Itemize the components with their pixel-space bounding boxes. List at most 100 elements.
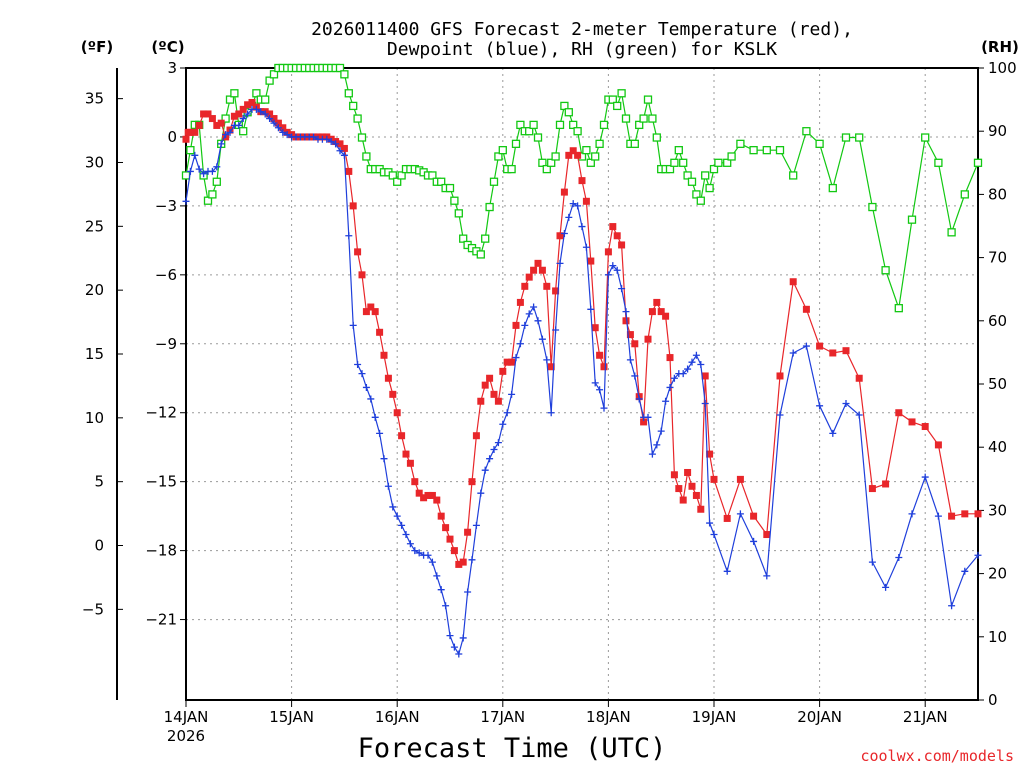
dewpoint-point (534, 317, 542, 325)
temperature-point (789, 278, 797, 286)
temperature-point (934, 441, 942, 449)
dewpoint-point (494, 439, 502, 447)
dewpoint-point (195, 165, 203, 173)
dewpoint-point (556, 259, 564, 267)
rh-point (353, 114, 362, 123)
rh-point (335, 63, 345, 73)
temperature-point (921, 423, 929, 431)
dewpoint-point (670, 374, 678, 382)
celsius-tick-label: −3 (155, 197, 177, 215)
plot-frame (185, 67, 979, 701)
dewpoint-point (508, 390, 516, 398)
dewpoint-point (855, 411, 863, 419)
temperature-point (182, 135, 190, 143)
temperature-point (490, 390, 498, 398)
dewpoint-point (512, 354, 520, 362)
temperature-point (468, 478, 476, 486)
rh-tick-label: 0 (988, 691, 998, 709)
rh-point (665, 164, 675, 174)
temperature-point (701, 372, 709, 380)
rh-point (881, 266, 890, 275)
rh-point (674, 146, 683, 155)
dewpoint-point (547, 409, 555, 417)
rh-point (714, 158, 723, 167)
rh-tick-label: 80 (988, 185, 1007, 203)
rh-point (525, 127, 534, 136)
dewpoint-point (948, 602, 956, 610)
dewpoint-point (587, 305, 595, 313)
rh-point (802, 127, 811, 136)
temperature-point (389, 390, 397, 398)
dewpoint-point (736, 510, 744, 518)
dewpoint-point (433, 572, 441, 580)
rh-point (221, 114, 230, 123)
rh-point (683, 171, 692, 180)
dewpoint-series (182, 105, 982, 658)
dewpoint-point (428, 558, 436, 566)
dewpoint-point (481, 466, 489, 474)
celsius-tick-label: 3 (167, 59, 177, 77)
dewpoint-point (974, 551, 982, 559)
dewpoint-point (552, 326, 560, 334)
rh-point (621, 114, 631, 123)
temperature-point (961, 510, 969, 518)
dewpoint-point (653, 441, 661, 449)
dewpoint-point (415, 549, 423, 557)
fahrenheit-tick-label: 0 (94, 537, 104, 555)
rh-point (894, 304, 903, 313)
temperature-point (684, 468, 692, 476)
rh-point (547, 158, 556, 167)
dewpoint-point (327, 138, 335, 146)
dewpoint-point (574, 202, 582, 210)
rh-point (454, 209, 463, 218)
dewpoint-point (701, 400, 709, 408)
temperature-point (692, 491, 700, 499)
rh-point (208, 190, 217, 199)
x-axis-title: Forecast Time (UTC) (358, 733, 667, 764)
dewpoint-point (468, 556, 476, 564)
dewpoint-point (208, 167, 216, 175)
temperature-point (371, 308, 379, 316)
temperature-point (604, 248, 612, 256)
dewpoint-point (609, 262, 617, 270)
temperature-point (186, 128, 194, 136)
dewpoint-point (362, 383, 370, 391)
dewpoint-point (239, 115, 247, 123)
rh-point (225, 95, 235, 104)
rh-tick-label: 60 (988, 312, 1007, 330)
temperature-point (816, 342, 824, 350)
rh-point (762, 146, 771, 155)
rh-point (907, 215, 917, 224)
x-tick-label: 14JAN (164, 708, 209, 726)
dewpoint-point (882, 583, 890, 591)
credit-text: coolwx.com/models (860, 747, 1014, 765)
temperature-point (723, 514, 731, 522)
dewpoint-point (635, 395, 643, 403)
temperature-point (618, 241, 626, 249)
temperature-point (842, 347, 850, 355)
rh-tick-label: 30 (988, 501, 1007, 519)
dewpoint-point (618, 285, 626, 293)
dewpoint-point (393, 512, 401, 520)
dewpoint-point (336, 147, 344, 155)
temperature-point (455, 560, 463, 568)
dewpoint-point (477, 489, 485, 497)
rh-point (947, 228, 956, 237)
dewpoint-point (459, 634, 467, 642)
temperature-point (235, 110, 243, 118)
temperature-point (648, 308, 656, 316)
x-tick-sublabel: 2026 (167, 727, 205, 745)
dewpoint-point (323, 135, 331, 143)
dewpoint-point (226, 128, 234, 136)
temperature-point (706, 450, 714, 458)
dewpoint-point (622, 308, 630, 316)
celsius-tick-label: −9 (155, 335, 177, 353)
temperature-point (239, 105, 247, 113)
rh-point (560, 101, 569, 111)
temperature-point (208, 115, 216, 123)
temperature-point (191, 128, 199, 136)
dewpoint-point (921, 473, 929, 481)
dewpoint-point (384, 482, 392, 490)
temperature-point (600, 363, 608, 371)
rh-point (815, 139, 824, 148)
